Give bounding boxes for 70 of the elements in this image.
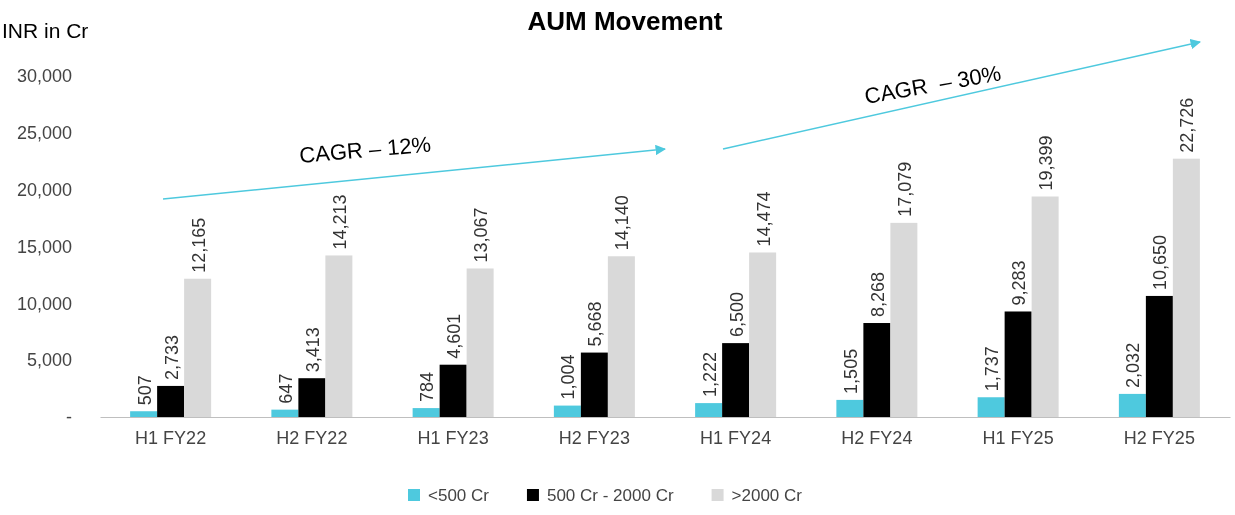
bar xyxy=(553,405,581,417)
bar xyxy=(580,352,608,417)
bar xyxy=(722,343,750,417)
data-label: 3,413 xyxy=(302,327,323,373)
bar xyxy=(890,222,918,417)
bar xyxy=(439,364,467,417)
data-label: 19,399 xyxy=(1036,135,1057,191)
data-label: 10,650 xyxy=(1150,234,1171,290)
bar xyxy=(1004,311,1032,417)
data-label: 2,032 xyxy=(1123,342,1144,388)
y-tick-label: 15,000 xyxy=(16,236,72,257)
bar xyxy=(130,411,158,417)
bar xyxy=(184,278,212,417)
data-label: 1,737 xyxy=(982,346,1003,392)
y-tick-label: 10,000 xyxy=(16,293,72,314)
chart-title: AUM Movement xyxy=(527,6,723,36)
data-label: 14,213 xyxy=(329,194,350,250)
x-tick-label: H1 FY23 xyxy=(417,427,489,448)
bar xyxy=(1172,158,1200,417)
data-label: 1,004 xyxy=(558,354,579,400)
bar xyxy=(863,323,891,417)
data-label: 1,222 xyxy=(699,352,720,398)
bar xyxy=(271,409,299,417)
legend-label: >2000 Cr xyxy=(731,486,803,505)
data-label: 8,268 xyxy=(867,271,888,318)
bar xyxy=(749,252,777,417)
x-tick-label: H2 FY23 xyxy=(558,427,630,448)
bar xyxy=(466,268,494,417)
data-label: 647 xyxy=(275,373,296,404)
x-tick-label: H1 FY24 xyxy=(700,427,772,448)
data-label: 17,079 xyxy=(894,161,915,217)
x-tick-label: H2 FY22 xyxy=(276,427,348,448)
y-tick-label: - xyxy=(66,407,72,428)
bar xyxy=(836,399,864,417)
data-label: 5,668 xyxy=(585,301,606,347)
y-axis-title: INR in Cr xyxy=(2,19,89,42)
y-tick-label: 25,000 xyxy=(16,123,72,144)
y-tick-label: 5,000 xyxy=(26,350,72,371)
bar xyxy=(695,403,723,417)
data-label: 12,165 xyxy=(188,217,209,273)
data-label: 9,283 xyxy=(1009,260,1030,306)
data-label: 13,067 xyxy=(471,207,492,263)
bar xyxy=(325,255,353,417)
x-tick-label: H1 FY22 xyxy=(135,427,207,448)
bar xyxy=(607,256,635,417)
legend-label: 500 Cr - 2000 Cr xyxy=(546,486,674,505)
data-label: 22,726 xyxy=(1177,97,1198,153)
bar xyxy=(1145,295,1173,417)
bar xyxy=(1031,196,1059,417)
bar xyxy=(977,397,1005,417)
legend-label: <500 Cr xyxy=(428,486,490,505)
y-tick-label: 30,000 xyxy=(16,66,72,87)
annotation: CAGR – 12% xyxy=(298,131,432,168)
data-label: 784 xyxy=(417,372,438,403)
data-label: 2,733 xyxy=(161,334,182,380)
x-tick-label: H2 FY25 xyxy=(1123,427,1195,448)
data-label: 14,140 xyxy=(612,195,633,251)
x-tick-label: H2 FY24 xyxy=(841,427,913,448)
x-tick-label: H1 FY25 xyxy=(982,427,1054,448)
bar xyxy=(412,408,440,417)
y-tick-label: 20,000 xyxy=(16,179,72,200)
annotation: CAGR – 30% xyxy=(862,60,1003,109)
data-label: 6,500 xyxy=(726,292,747,338)
data-label: 1,505 xyxy=(840,348,861,394)
data-label: 14,474 xyxy=(753,191,774,247)
bar xyxy=(157,385,185,417)
bar xyxy=(298,378,326,417)
data-label: 4,601 xyxy=(444,313,465,359)
data-label: 507 xyxy=(134,375,155,406)
bar xyxy=(1118,393,1146,417)
